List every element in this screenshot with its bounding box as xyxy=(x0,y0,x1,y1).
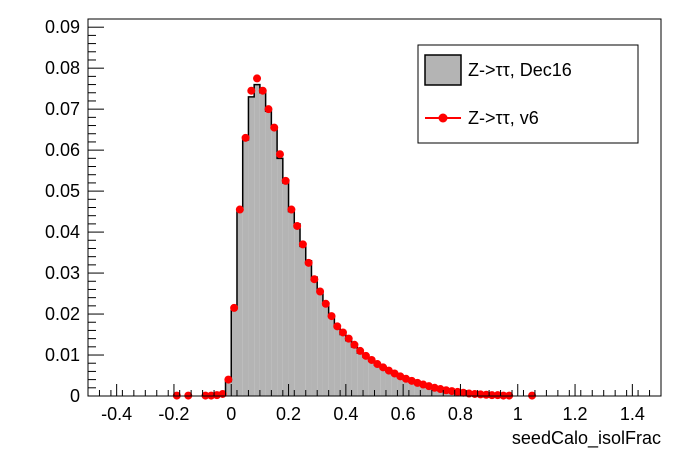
histogram-bar xyxy=(231,307,237,396)
y-tick-label: 0.06 xyxy=(45,140,80,160)
histogram-bar xyxy=(300,246,306,396)
data-marker xyxy=(338,328,347,337)
data-marker xyxy=(253,74,262,83)
histogram-bar xyxy=(282,182,289,396)
histogram-bar xyxy=(363,357,369,396)
histogram-bar xyxy=(311,277,318,396)
data-marker xyxy=(333,322,342,331)
histogram-bar xyxy=(426,386,432,396)
histogram-bar xyxy=(236,209,243,396)
marker-layer xyxy=(172,74,537,400)
y-tick-label: 0.02 xyxy=(45,304,80,324)
x-tick-label: -0.2 xyxy=(158,404,189,424)
histogram-bar xyxy=(265,111,272,397)
data-marker xyxy=(310,275,319,284)
x-tick-label: -0.4 xyxy=(101,404,132,424)
histogram-bar xyxy=(334,326,341,396)
histogram-bar xyxy=(242,139,249,396)
x-tick-label: 0.4 xyxy=(333,404,358,424)
histogram-bar xyxy=(225,381,232,396)
data-marker xyxy=(293,221,302,230)
axis-layer: -0.4 -0.2 0 0.2 0.4 0.6 0.8 1 1.2 1.4 0 0.01 0.02 0.0… xyxy=(45,17,662,424)
y-tick-label: 0 xyxy=(70,386,80,406)
histogram-bar xyxy=(408,380,415,396)
y-tick-label: 0.04 xyxy=(45,222,80,242)
x-tick-label: 0.6 xyxy=(391,404,416,424)
histogram-bar xyxy=(277,158,283,396)
histogram-bar xyxy=(414,382,421,396)
histogram-bar xyxy=(305,260,312,396)
legend-swatch-dec16 xyxy=(424,54,462,86)
x-tick-label: 1.4 xyxy=(620,404,645,424)
data-marker xyxy=(281,176,290,185)
histogram-bar xyxy=(340,334,346,396)
histogram-bar xyxy=(385,371,392,396)
histogram-bar xyxy=(254,84,260,396)
histogram-bar xyxy=(322,303,329,396)
data-marker xyxy=(367,355,376,364)
data-marker xyxy=(321,299,330,308)
data-marker xyxy=(350,340,359,349)
legend-label-v6: Z->ττ, v6 xyxy=(468,108,539,128)
y-tick-label: 0.01 xyxy=(45,345,80,365)
histogram-bar xyxy=(271,127,278,396)
y-tick-label: 0.07 xyxy=(45,99,80,119)
legend: Z->ττ, Dec16 Z->ττ, v6 xyxy=(417,44,639,144)
histogram-bar xyxy=(351,346,358,396)
histogram-bar xyxy=(420,384,427,396)
histogram-bar xyxy=(288,211,295,396)
data-marker xyxy=(298,240,307,249)
data-marker xyxy=(230,303,239,312)
data-marker xyxy=(241,133,250,142)
data-marker xyxy=(487,391,496,400)
data-marker xyxy=(316,287,325,296)
histogram-bar xyxy=(403,378,409,396)
histogram-bar xyxy=(368,361,375,396)
y-tick-label: 0.08 xyxy=(45,58,80,78)
data-marker xyxy=(482,390,491,399)
histogram-bar xyxy=(317,291,323,396)
y-tick-label: 0.09 xyxy=(45,17,80,37)
data-marker xyxy=(327,312,336,321)
histogram-bar xyxy=(374,365,381,396)
data-marker xyxy=(235,205,244,214)
histogram-bar xyxy=(328,316,335,396)
data-marker xyxy=(493,391,502,400)
data-marker xyxy=(258,86,267,95)
y-tick-label: 0.05 xyxy=(45,181,80,201)
data-marker xyxy=(224,375,233,384)
histogram-layer xyxy=(224,83,508,397)
data-marker xyxy=(287,205,296,214)
data-marker xyxy=(275,150,284,159)
legend-label-dec16: Z->ττ, Dec16 xyxy=(468,60,572,80)
x-tick-label: 0.2 xyxy=(276,404,301,424)
data-marker xyxy=(270,123,279,132)
x-tick-label: 1.2 xyxy=(563,404,588,424)
legend-marker-v6 xyxy=(438,113,448,123)
data-marker xyxy=(344,334,353,343)
x-tick-label: 0 xyxy=(226,404,236,424)
data-marker xyxy=(264,105,273,114)
data-marker xyxy=(247,86,256,95)
histogram-bar xyxy=(248,96,255,396)
histogram-bar xyxy=(431,387,438,396)
x-axis-title: seedCalo_isolFrac xyxy=(512,428,661,449)
histogram-bar xyxy=(345,340,352,396)
y-tick-label: 0.03 xyxy=(45,263,80,283)
data-marker xyxy=(356,346,365,355)
histogram-bar xyxy=(294,223,301,396)
data-marker xyxy=(361,351,370,360)
histogram-bar xyxy=(391,374,398,396)
x-tick-label: 0.8 xyxy=(448,404,473,424)
x-tick-label: 1 xyxy=(513,404,523,424)
histogram-bar xyxy=(357,352,364,396)
data-marker xyxy=(304,258,313,267)
histogram-bar xyxy=(259,92,266,397)
histogram-bar xyxy=(397,376,404,396)
histogram-bar xyxy=(380,368,386,396)
